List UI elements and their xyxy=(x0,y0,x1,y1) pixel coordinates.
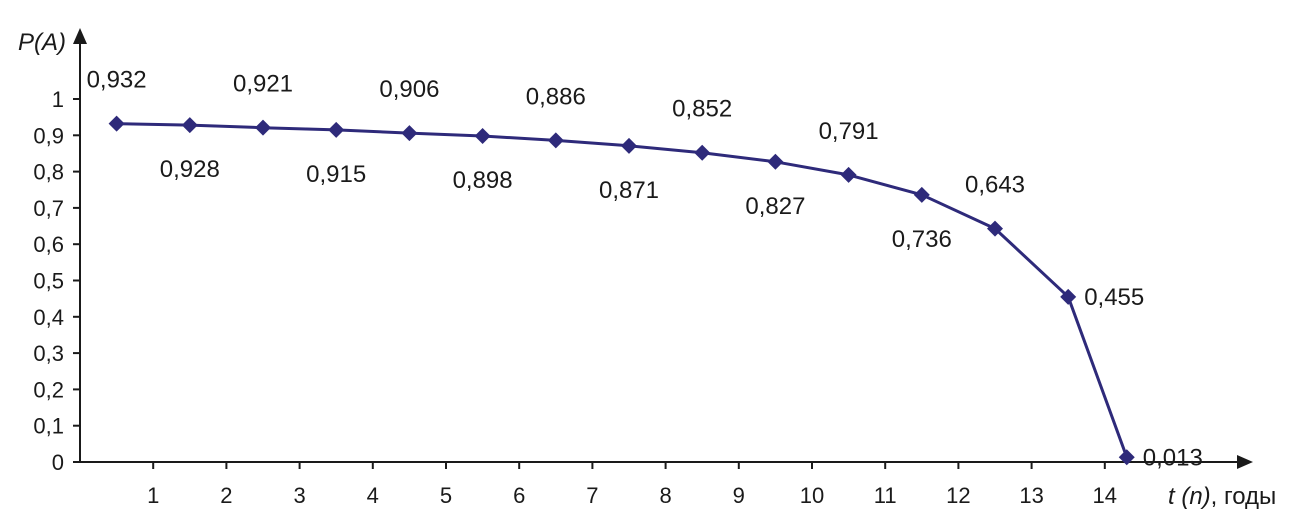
data-point-marker xyxy=(255,119,271,136)
axes: 00,10,20,30,40,50,60,70,80,911 2 3 4 5 6 7 8 9 10… xyxy=(18,28,1276,510)
x-tick-label: 4 xyxy=(367,483,379,508)
data-label: 0,915 xyxy=(306,161,366,188)
data-label: 0,791 xyxy=(819,118,879,145)
series-line xyxy=(108,115,1135,466)
data-label: 0,898 xyxy=(453,167,513,194)
data-label: 0,871 xyxy=(599,177,659,204)
data-point-marker xyxy=(1060,288,1077,305)
x-tick-label: 6 xyxy=(513,483,525,508)
y-tick-label: 0,2 xyxy=(33,377,64,402)
y-tick-label: 0 xyxy=(52,450,64,475)
data-point-marker xyxy=(840,166,857,183)
x-tick-label: 1 xyxy=(147,483,159,508)
x-axis-arrow xyxy=(1237,455,1253,469)
data-point-marker xyxy=(1118,449,1135,466)
data-point-marker xyxy=(621,137,637,154)
data-label: 0,013 xyxy=(1143,444,1203,471)
data-point-marker xyxy=(547,132,564,149)
data-point-marker xyxy=(694,144,711,161)
x-tick-label: 12 xyxy=(946,483,970,508)
data-label: 0,921 xyxy=(233,71,293,98)
x-tick-label: 10 xyxy=(800,483,824,508)
y-axis-arrow xyxy=(73,28,87,44)
data-point-marker xyxy=(181,117,198,134)
data-labels: 0,932 0,928 0,921 0,915 0,906 0,898 0,886 0,871… xyxy=(87,67,1203,472)
data-label: 0,906 xyxy=(379,76,439,103)
x-axis-title: t (n), годы xyxy=(1168,483,1276,510)
x-tick-label: 14 xyxy=(1093,483,1117,508)
y-tick-label: 0,8 xyxy=(33,160,64,185)
y-tick-label: 0,9 xyxy=(33,123,64,148)
y-axis-title: P(A) xyxy=(18,29,66,56)
data-point-marker xyxy=(108,115,125,132)
x-tick-label: 13 xyxy=(1019,483,1043,508)
x-tick-label: 7 xyxy=(586,483,598,508)
data-point-marker xyxy=(474,128,491,145)
data-point-marker xyxy=(767,153,784,170)
y-tick-label: 0,7 xyxy=(33,196,64,221)
data-label: 0,932 xyxy=(87,67,147,94)
data-label: 0,736 xyxy=(892,226,952,253)
y-tick-label: 0,5 xyxy=(33,269,64,294)
x-tick-label: 8 xyxy=(659,483,671,508)
x-tick-label: 9 xyxy=(733,483,745,508)
x-tick-label: 3 xyxy=(293,483,305,508)
data-label: 0,455 xyxy=(1084,284,1144,311)
y-tick-label: 0,4 xyxy=(33,305,64,330)
x-tick-label: 11 xyxy=(874,483,897,508)
data-point-marker xyxy=(401,125,418,142)
y-tick-label: 1 xyxy=(52,87,64,112)
y-tick-label: 0,1 xyxy=(33,414,64,439)
data-label: 0,643 xyxy=(965,172,1025,199)
y-tick-label: 0,6 xyxy=(33,232,64,257)
data-point-marker xyxy=(913,186,930,203)
data-point-marker xyxy=(987,220,1003,237)
x-tick-label: 5 xyxy=(440,483,452,508)
data-point-marker xyxy=(328,121,345,138)
data-label: 0,928 xyxy=(160,156,220,183)
data-label: 0,886 xyxy=(526,83,586,110)
y-tick-label: 0,3 xyxy=(33,341,64,366)
data-label: 0,827 xyxy=(745,193,805,220)
data-label: 0,852 xyxy=(672,96,732,123)
x-tick-label: 2 xyxy=(220,483,232,508)
